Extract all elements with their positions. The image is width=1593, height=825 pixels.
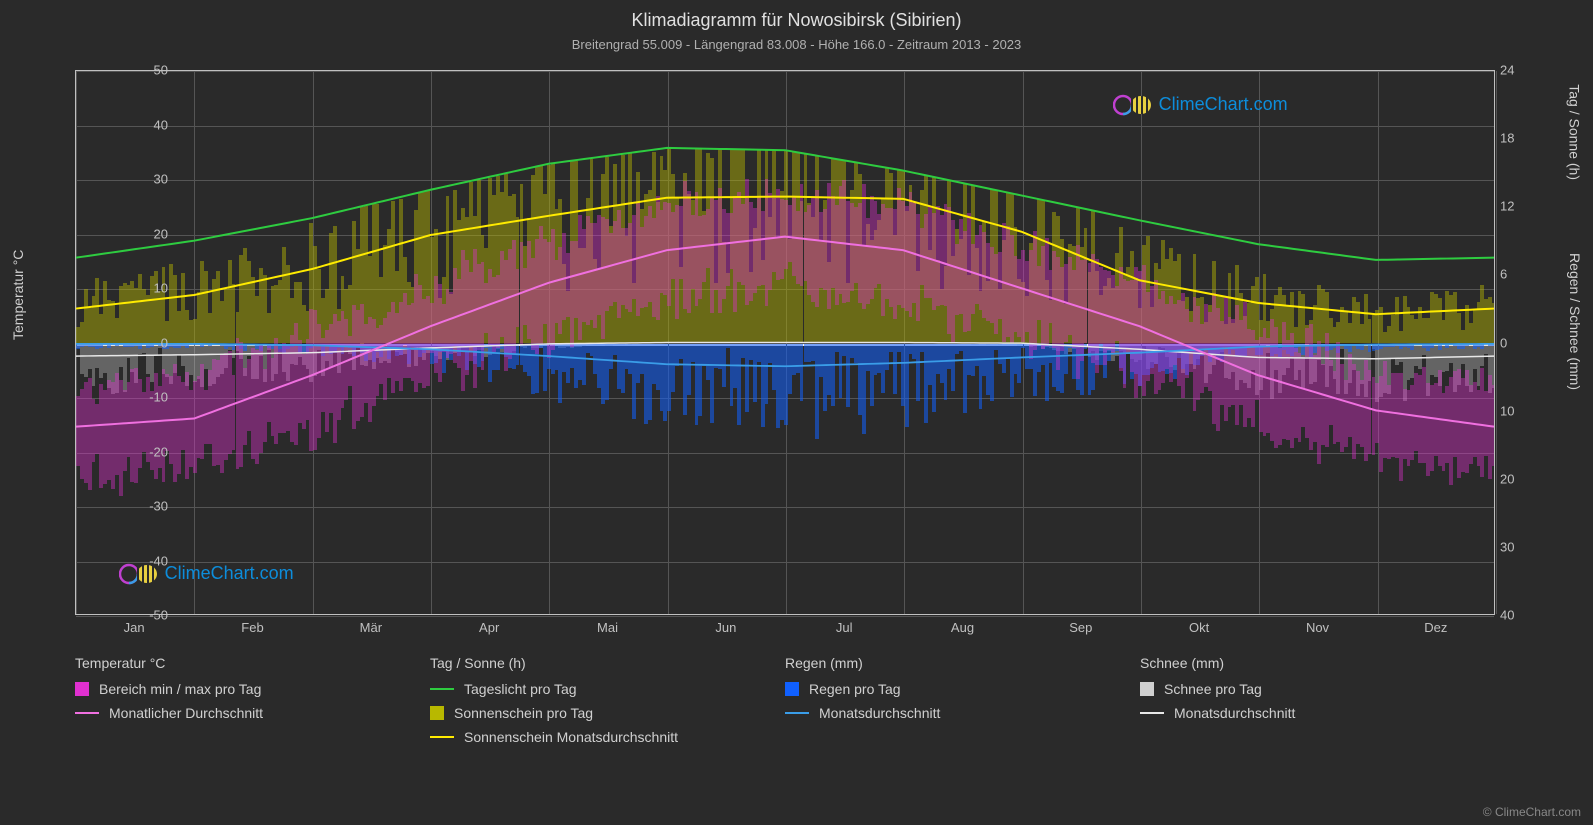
legend-header: Tag / Sonne (h)	[430, 655, 785, 671]
legend-swatch-icon	[75, 682, 89, 696]
legend-line-icon	[430, 736, 454, 738]
legend-group: Regen (mm) Regen pro Tag Monatsdurchschnit…	[785, 655, 1140, 753]
ytick-right-hours: 6	[1500, 267, 1540, 282]
ytick-right-hours: 18	[1500, 131, 1540, 146]
legend-group: Temperatur °C Bereich min / max pro Tag Mo…	[75, 655, 430, 753]
legend-label: Monatsdurchschnitt	[819, 705, 940, 721]
legend-swatch-icon	[785, 682, 799, 696]
xtick-month: Jun	[715, 620, 736, 635]
legend-group: Schnee (mm) Schnee pro Tag Monatsdurchschn…	[1140, 655, 1495, 753]
y-axis-right-bottom-label: Regen / Schnee (mm)	[1567, 253, 1583, 390]
legend-header: Schnee (mm)	[1140, 655, 1495, 671]
y-axis-right-top-label: Tag / Sonne (h)	[1567, 84, 1583, 180]
plot-area: ClimeChart.comClimeChart.com	[75, 70, 1495, 615]
ytick-left: 20	[128, 226, 168, 241]
legend-swatch-icon	[1140, 682, 1154, 696]
ytick-right-hours: 12	[1500, 199, 1540, 214]
ytick-right-hours: 0	[1500, 335, 1540, 350]
legend: Temperatur °C Bereich min / max pro Tag Mo…	[75, 655, 1495, 753]
legend-label: Sonnenschein pro Tag	[454, 705, 593, 721]
xtick-month: Apr	[479, 620, 499, 635]
legend-item: Tageslicht pro Tag	[430, 681, 785, 697]
copyright: © ClimeChart.com	[1483, 805, 1581, 819]
legend-item: Sonnenschein Monatsdurchschnitt	[430, 729, 785, 745]
legend-item: Schnee pro Tag	[1140, 681, 1495, 697]
ytick-left: -10	[128, 390, 168, 405]
y-axis-left-label: Temperatur °C	[10, 250, 26, 340]
lines-layer	[76, 71, 1494, 614]
chart-subtitle: Breitengrad 55.009 - Längengrad 83.008 -…	[0, 31, 1593, 52]
legend-label: Monatsdurchschnitt	[1174, 705, 1295, 721]
legend-label: Tageslicht pro Tag	[464, 681, 577, 697]
legend-header: Temperatur °C	[75, 655, 430, 671]
xtick-month: Nov	[1306, 620, 1329, 635]
climate-chart: Klimadiagramm für Nowosibirsk (Sibirien)…	[0, 0, 1593, 825]
xtick-month: Okt	[1189, 620, 1209, 635]
ytick-left: 0	[128, 335, 168, 350]
legend-item: Regen pro Tag	[785, 681, 1140, 697]
legend-line-icon	[75, 712, 99, 714]
ytick-left: 30	[128, 172, 168, 187]
legend-line-icon	[430, 688, 454, 690]
ytick-left: 40	[128, 117, 168, 132]
xtick-month: Jul	[836, 620, 853, 635]
legend-label: Schnee pro Tag	[1164, 681, 1262, 697]
legend-header: Regen (mm)	[785, 655, 1140, 671]
ytick-right-mm: 30	[1500, 539, 1540, 554]
legend-label: Monatlicher Durchschnitt	[109, 705, 263, 721]
ytick-right-mm: 20	[1500, 471, 1540, 486]
xtick-month: Mär	[360, 620, 382, 635]
legend-label: Bereich min / max pro Tag	[99, 681, 261, 697]
legend-label: Sonnenschein Monatsdurchschnitt	[464, 729, 678, 745]
legend-item: Sonnenschein pro Tag	[430, 705, 785, 721]
ytick-left: -30	[128, 499, 168, 514]
legend-label: Regen pro Tag	[809, 681, 901, 697]
ytick-left: -20	[128, 444, 168, 459]
legend-group: Tag / Sonne (h) Tageslicht pro Tag Sonnens…	[430, 655, 785, 753]
ytick-right-hours: 24	[1500, 63, 1540, 78]
legend-item: Monatlicher Durchschnitt	[75, 705, 430, 721]
chart-title: Klimadiagramm für Nowosibirsk (Sibirien)	[0, 0, 1593, 31]
ytick-left: 50	[128, 63, 168, 78]
xtick-month: Aug	[951, 620, 974, 635]
xtick-month: Feb	[241, 620, 263, 635]
xtick-month: Sep	[1069, 620, 1092, 635]
legend-item: Monatsdurchschnitt	[785, 705, 1140, 721]
xtick-month: Dez	[1424, 620, 1447, 635]
legend-line-icon	[1140, 712, 1164, 714]
ytick-left: 10	[128, 281, 168, 296]
ytick-left: -40	[128, 553, 168, 568]
ytick-right-mm: 10	[1500, 403, 1540, 418]
legend-swatch-icon	[430, 706, 444, 720]
ytick-right-mm: 40	[1500, 608, 1540, 623]
legend-line-icon	[785, 712, 809, 714]
legend-item: Bereich min / max pro Tag	[75, 681, 430, 697]
xtick-month: Mai	[597, 620, 618, 635]
legend-item: Monatsdurchschnitt	[1140, 705, 1495, 721]
xtick-month: Jan	[124, 620, 145, 635]
watermark: ClimeChart.com	[1113, 93, 1288, 117]
